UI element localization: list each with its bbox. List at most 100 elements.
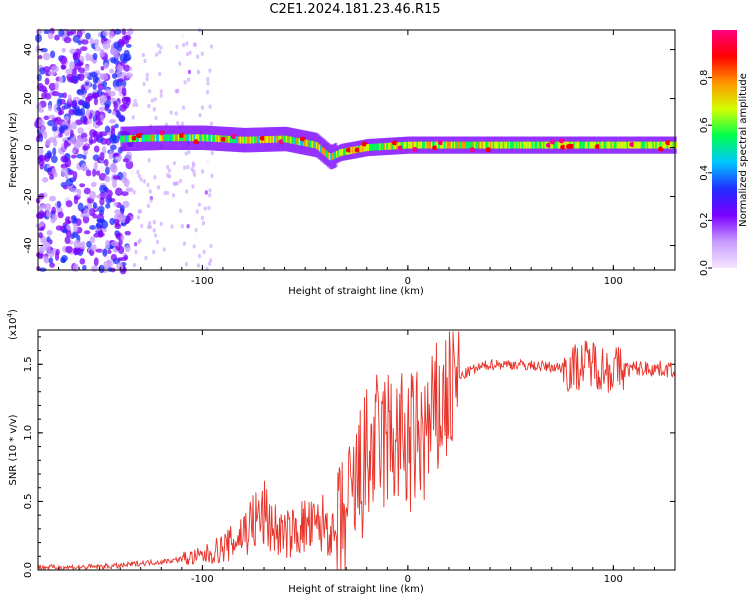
spectrogram-noise-blob	[116, 262, 124, 272]
spectrogram-noise-blob	[180, 121, 185, 126]
spectrogram-noise-blob	[136, 215, 141, 220]
spectrogram-noise-blob	[40, 125, 46, 135]
spectrogram-ylabel: Frequency (Hz)	[8, 112, 19, 188]
spectrogram-noise-blob	[138, 209, 143, 214]
spectrogram-noise-blob	[134, 241, 138, 247]
spectrogram-noise-blob	[172, 160, 177, 166]
spectrogram-noise-blob	[93, 161, 98, 171]
snr-series	[37, 331, 675, 571]
spectrogram-noise-blob	[152, 107, 156, 112]
spectrogram-noise-blob	[37, 133, 43, 139]
spectrogram-noise-blob	[148, 88, 152, 94]
spectrogram-noise-blob	[98, 131, 103, 138]
spectrogram-noise-blob	[171, 193, 176, 198]
spectrogram-noise-blob	[97, 229, 104, 238]
snr-xtick-label: 0	[405, 574, 411, 585]
spectrogram-noise-blob	[61, 64, 66, 70]
spectrogram-noise-blob	[124, 72, 133, 79]
spectrogram-noise-blob	[51, 65, 60, 73]
spectrogram-noise-blob	[121, 87, 127, 96]
spectrogram-noise-blob	[123, 56, 131, 62]
spectrogram-noise-blob	[108, 30, 115, 39]
spectrogram-noise-blob	[181, 33, 185, 38]
spectrogram-noise-blob	[175, 88, 179, 94]
spectrogram-noise-blob	[38, 55, 43, 60]
spectrogram-noise-blob	[114, 187, 123, 197]
spectrogram-noise-blob	[114, 85, 122, 91]
spectrogram-noise-blob	[61, 47, 66, 53]
spectrogram-noise-blob	[155, 52, 159, 57]
spectrogram-noise-blob	[59, 125, 65, 135]
spectrogram-noise-blob	[139, 177, 143, 182]
spectrogram-noise-blob	[107, 267, 112, 272]
spectrogram-noise-blob	[38, 205, 44, 211]
spectrogram-noise-blob	[65, 245, 73, 254]
spectrogram-noise-blob	[52, 130, 59, 137]
spectrogram-noise-blob	[55, 248, 60, 256]
spectrogram-noise-blob	[43, 89, 48, 94]
snr-multiplier-close: )	[8, 309, 19, 313]
spectrogram-noise-blob	[75, 108, 83, 116]
spectrogram-noise-blob	[93, 135, 100, 142]
spectrogram-noise-blob	[42, 177, 49, 183]
spectrogram-noise-blob	[38, 232, 44, 239]
spectrogram-noise-blob	[60, 167, 69, 177]
spectrogram-noise-blob	[185, 41, 189, 46]
snr-ytick-label: 1.0	[23, 425, 34, 441]
spectrogram-noise-blob	[106, 194, 112, 200]
spectrogram-noise-blob	[118, 114, 126, 123]
spectrogram-noise-blob	[201, 221, 206, 226]
spectrogram-noise-blob	[210, 173, 214, 179]
snr-ytick-label: 0.0	[23, 562, 34, 578]
spectrogram-noise-blob	[98, 264, 105, 274]
spectrogram-noise-blob	[102, 248, 108, 257]
spectrogram-noise-blob	[181, 42, 186, 48]
spectrogram-noise-blob	[99, 166, 105, 173]
spectrogram-noise-blob	[77, 67, 86, 74]
spectrogram-noise-blob	[46, 167, 52, 173]
spectrogram-noise-blob	[191, 184, 195, 189]
spectrogram-noise-blob	[111, 110, 117, 116]
spectrogram-noise-blob	[45, 243, 51, 253]
spectrogram-noise-blob	[187, 69, 192, 75]
spectrogram-noise-blob	[145, 72, 149, 78]
spectrogram-noise-blob	[84, 64, 90, 72]
spectrogram-noise-blob	[88, 207, 96, 217]
spectrogram-noise-blob	[137, 239, 141, 245]
spectrogram-noise-blob	[82, 215, 90, 224]
spectrogram-noise-blob	[159, 45, 163, 50]
spectrogram-noise-blob	[90, 181, 97, 188]
spectrogram-noise-blob	[200, 215, 205, 221]
spectrogram-noise-blob	[206, 81, 210, 86]
spectrogram-noise-blob	[146, 182, 150, 188]
spectrogram-noise-blob	[126, 97, 131, 106]
spectrogram-noise-blob	[104, 88, 111, 94]
spectrogram-noise-blob	[113, 41, 121, 49]
spectrogram-noise-blob	[120, 235, 125, 241]
spectrogram-noise-blob	[39, 163, 44, 170]
snr-line	[37, 331, 675, 571]
spectrogram-noise-blob	[83, 230, 91, 235]
spectrogram-noise-blob	[110, 57, 117, 64]
spectrogram-noise-blob	[166, 164, 170, 170]
spectrogram-noise-blob	[110, 144, 117, 151]
spectrogram-noise-blob	[51, 91, 60, 97]
spectrogram-noise-blob	[67, 94, 72, 103]
spectrogram-noise-blob	[72, 99, 78, 109]
snr-ytick-label: 1.5	[23, 356, 34, 372]
spectrogram-noise-blob	[52, 147, 57, 157]
spectrogram-noise-blob	[83, 187, 91, 195]
spectrogram-noise-blob	[68, 138, 77, 145]
spectrogram-noise-blob	[63, 36, 72, 44]
spectrogram-noise-blob	[146, 203, 151, 209]
spectrogram-noise-blob	[73, 239, 82, 249]
spectrogram-noise-blob	[142, 179, 147, 184]
spectrogram-noise-blob	[114, 123, 119, 129]
spectrogram-noise-blob	[85, 81, 90, 86]
spectrogram-noise-blob	[71, 215, 77, 222]
spectrogram-noise-blob	[51, 213, 58, 222]
spectrogram-noise-blob	[88, 136, 94, 146]
spectrogram-noise-blob	[56, 98, 62, 107]
spectrogram-noise-blob	[109, 68, 115, 74]
